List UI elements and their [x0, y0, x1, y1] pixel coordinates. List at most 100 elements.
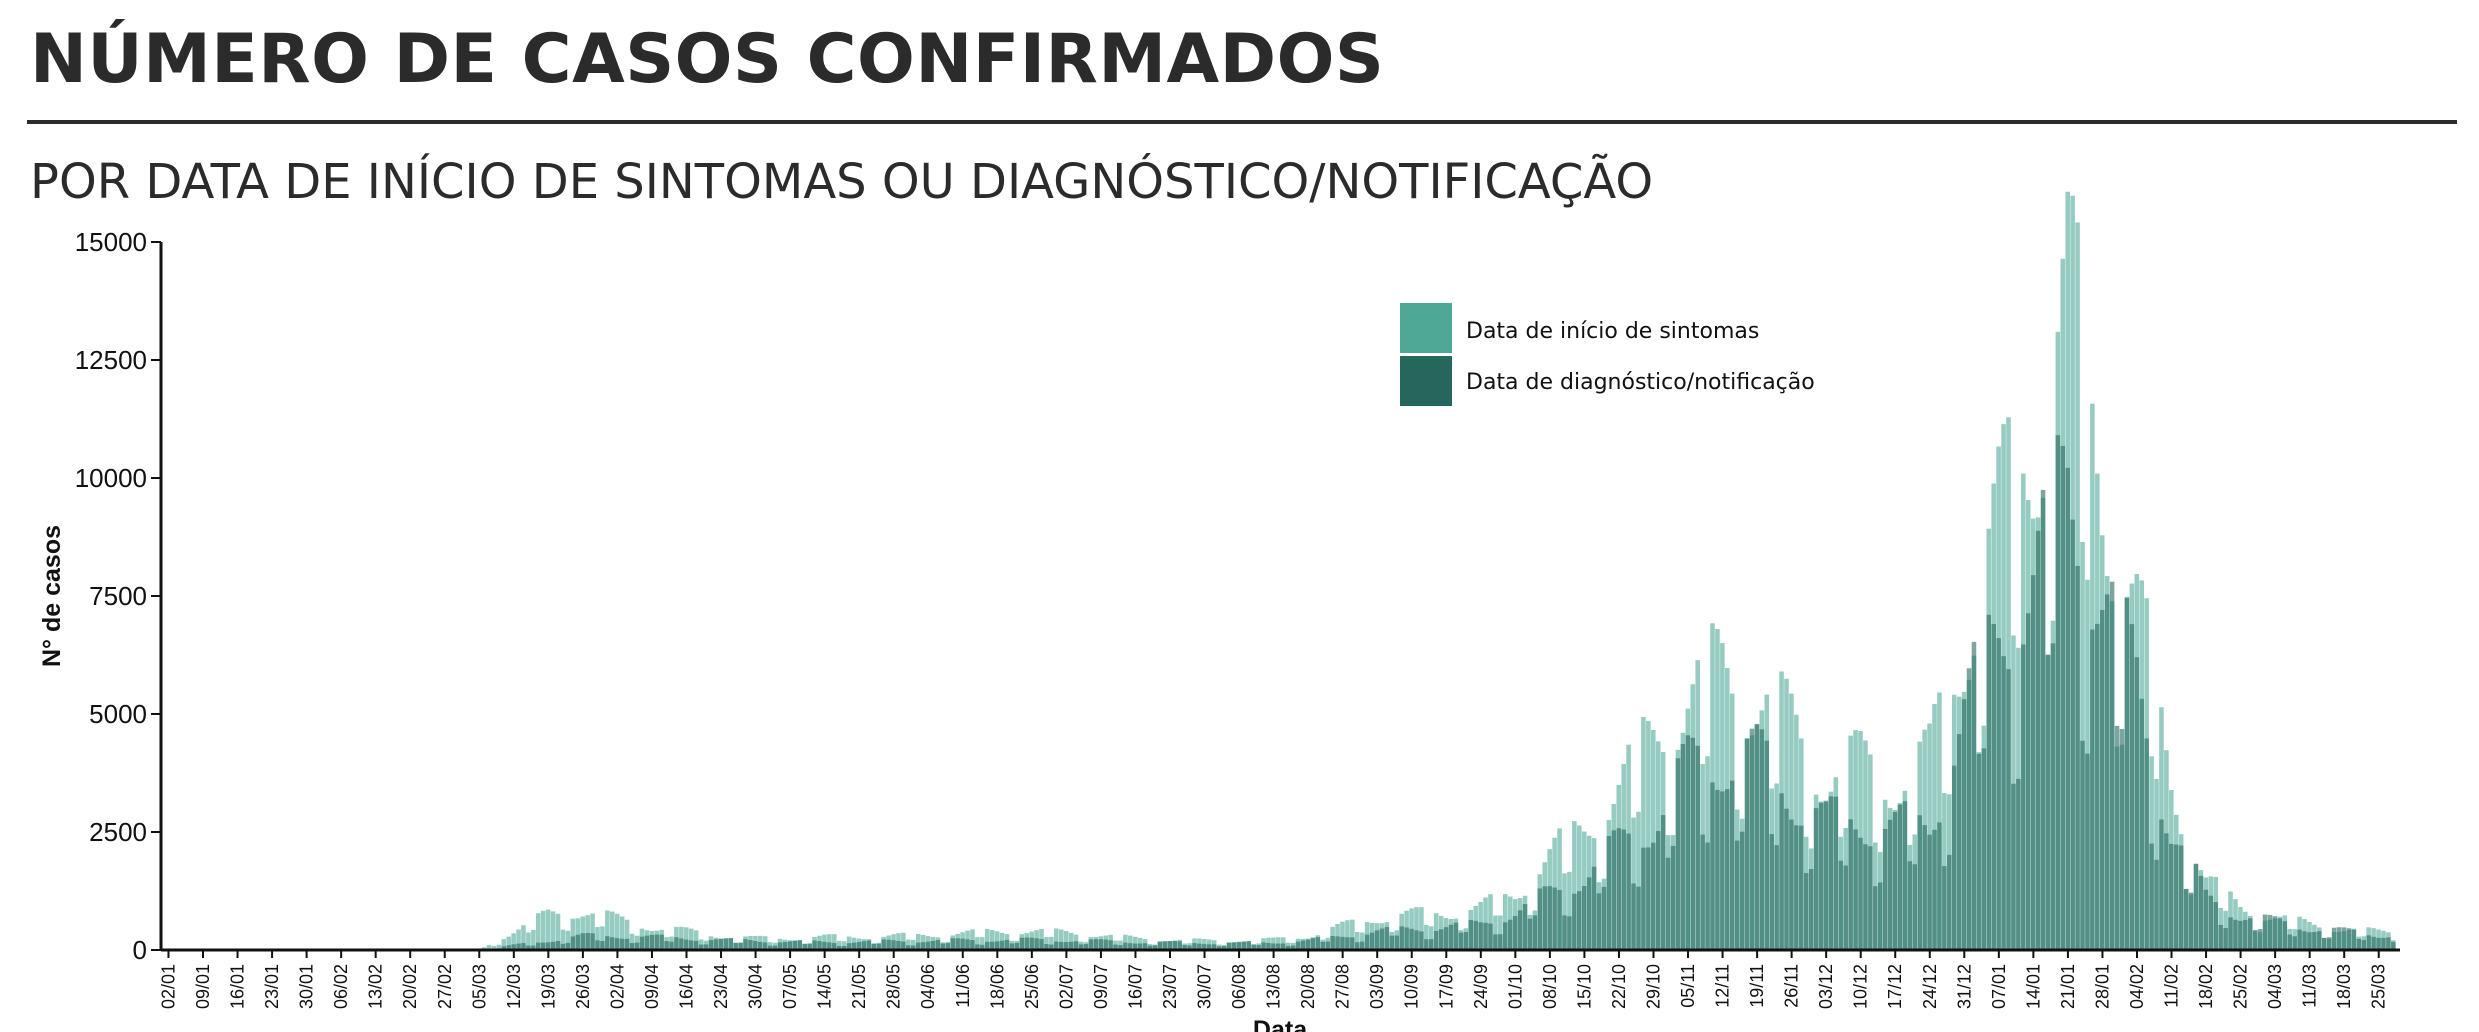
bar-diagnostico — [1172, 941, 1177, 950]
x-tick-label: 12/03 — [504, 964, 524, 1009]
bar-diagnostico — [2006, 669, 2011, 950]
bar-diagnostico — [1868, 846, 1873, 950]
bar-diagnostico — [2065, 467, 2070, 950]
bar-diagnostico — [1749, 728, 1755, 950]
x-tick-label: 03/09 — [1367, 964, 1387, 1009]
bar-diagnostico — [1695, 745, 1700, 950]
bar-sintomas — [1651, 729, 1656, 950]
x-tick-label: 06/02 — [331, 964, 351, 1009]
bar-diagnostico — [2287, 934, 2292, 950]
bar-diagnostico — [2104, 594, 2110, 950]
x-tick-label: 21/05 — [849, 964, 869, 1009]
bar-diagnostico — [994, 941, 1000, 950]
bar-diagnostico — [2001, 656, 2006, 950]
bar-diagnostico — [2099, 609, 2105, 950]
x-tick-label: 08/10 — [1540, 964, 1560, 1009]
bar-sintomas — [1063, 930, 1069, 950]
bar-diagnostico — [1009, 943, 1015, 950]
y-tick-label: 5000 — [89, 699, 147, 729]
bar-diagnostico — [1216, 946, 1222, 950]
bar-diagnostico — [1206, 944, 1212, 950]
bar-diagnostico — [1961, 699, 1967, 950]
bar-diagnostico — [1285, 945, 1291, 950]
bar-sintomas — [595, 927, 600, 950]
x-tick-label: 06/08 — [1229, 964, 1249, 1009]
bar-diagnostico — [1882, 828, 1888, 950]
bar-sintomas — [980, 937, 985, 950]
bar-sintomas — [536, 913, 541, 950]
bar-diagnostico — [896, 940, 901, 950]
bar-diagnostico — [2326, 937, 2332, 950]
bar-diagnostico — [881, 939, 886, 950]
bar-diagnostico — [1986, 614, 1992, 950]
bar-diagnostico — [753, 941, 758, 950]
bar-diagnostico — [1281, 943, 1286, 950]
bar-sintomas — [841, 941, 847, 950]
bar-diagnostico — [570, 936, 576, 950]
x-tick-label: 14/01 — [2023, 964, 2043, 1009]
x-tick-label: 19/11 — [1747, 964, 1767, 1008]
bar-diagnostico — [585, 933, 590, 950]
bar-diagnostico — [664, 941, 669, 950]
x-tick-label: 18/06 — [987, 964, 1007, 1009]
bar-diagnostico — [595, 940, 600, 950]
bar-diagnostico — [2129, 624, 2135, 950]
bar-diagnostico — [1068, 941, 1074, 950]
bar-diagnostico — [1236, 941, 1242, 950]
bar-diagnostico — [1611, 830, 1617, 950]
bar-diagnostico — [970, 940, 975, 950]
bar-sintomas — [1572, 821, 1577, 950]
bar-diagnostico — [698, 944, 704, 950]
bar-diagnostico — [610, 937, 615, 950]
bar-diagnostico — [2391, 941, 2396, 950]
bar-diagnostico — [2312, 932, 2317, 950]
bar-sintomas — [496, 944, 502, 950]
bar-diagnostico — [1685, 735, 1691, 950]
x-tick-label: 09/01 — [193, 964, 213, 1009]
bar-diagnostico — [1103, 939, 1108, 950]
bar-diagnostico — [960, 938, 965, 950]
bar-diagnostico — [1379, 928, 1385, 950]
y-tick-label: 10000 — [75, 463, 147, 493]
bar-diagnostico — [846, 943, 852, 950]
bar-diagnostico — [2114, 725, 2120, 950]
bar-diagnostico — [1488, 923, 1493, 950]
bar-sintomas — [984, 929, 990, 950]
bar-diagnostico — [1660, 815, 1666, 950]
bar-diagnostico — [1251, 944, 1256, 950]
bar-diagnostico — [2045, 654, 2051, 950]
bar-diagnostico — [1359, 941, 1365, 950]
bar-diagnostico — [536, 942, 541, 950]
bar-diagnostico — [999, 940, 1005, 950]
bar-diagnostico — [772, 945, 778, 950]
bar-diagnostico — [836, 945, 842, 950]
bar-diagnostico — [1744, 738, 1750, 950]
bar-diagnostico — [2164, 833, 2169, 950]
bar-diagnostico — [1922, 825, 1927, 950]
bar-diagnostico — [925, 941, 931, 950]
bar-sintomas — [1419, 907, 1424, 950]
bar-diagnostico — [1655, 831, 1661, 950]
bar-diagnostico — [2011, 783, 2016, 950]
bar-diagnostico — [1044, 944, 1049, 950]
bar-diagnostico — [2257, 929, 2263, 950]
bar-diagnostico — [1058, 941, 1064, 950]
x-tick-label: 18/03 — [2334, 964, 2354, 1009]
bar-diagnostico — [669, 941, 674, 950]
bar-sintomas — [610, 911, 615, 950]
bar-diagnostico — [2025, 613, 2031, 950]
bar-diagnostico — [1651, 842, 1656, 950]
bar-diagnostico — [1991, 623, 1996, 950]
bar-diagnostico — [1202, 944, 1207, 950]
bar-diagnostico — [1907, 861, 1913, 950]
bar-diagnostico — [1221, 946, 1227, 950]
bar-diagnostico — [1142, 943, 1148, 950]
bar-diagnostico — [886, 939, 891, 950]
bar-diagnostico — [1197, 943, 1202, 950]
bar-diagnostico — [1942, 866, 1947, 950]
bar-diagnostico — [2381, 937, 2386, 950]
bar-diagnostico — [2361, 940, 2366, 950]
bar-sintomas — [560, 929, 566, 950]
bar-diagnostico — [1473, 920, 1478, 950]
bar-diagnostico — [1182, 945, 1187, 950]
